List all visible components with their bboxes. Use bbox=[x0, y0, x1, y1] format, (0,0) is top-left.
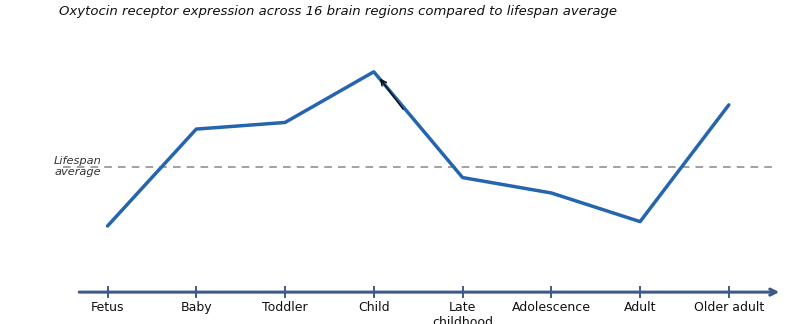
Text: Adult: Adult bbox=[624, 301, 656, 314]
Text: Older adult: Older adult bbox=[694, 301, 764, 314]
Text: Child: Child bbox=[358, 301, 390, 314]
Text: Toddler: Toddler bbox=[262, 301, 308, 314]
Text: Adolescence: Adolescence bbox=[512, 301, 591, 314]
Text: Baby: Baby bbox=[181, 301, 212, 314]
FancyArrowPatch shape bbox=[79, 289, 776, 295]
Text: Late
childhood: Late childhood bbox=[432, 301, 493, 324]
Text: Fetus: Fetus bbox=[91, 301, 124, 314]
Text: Lifespan
average: Lifespan average bbox=[54, 156, 101, 177]
Text: Oxytocin receptor expression across 16 brain regions compared to lifespan averag: Oxytocin receptor expression across 16 b… bbox=[59, 5, 617, 18]
